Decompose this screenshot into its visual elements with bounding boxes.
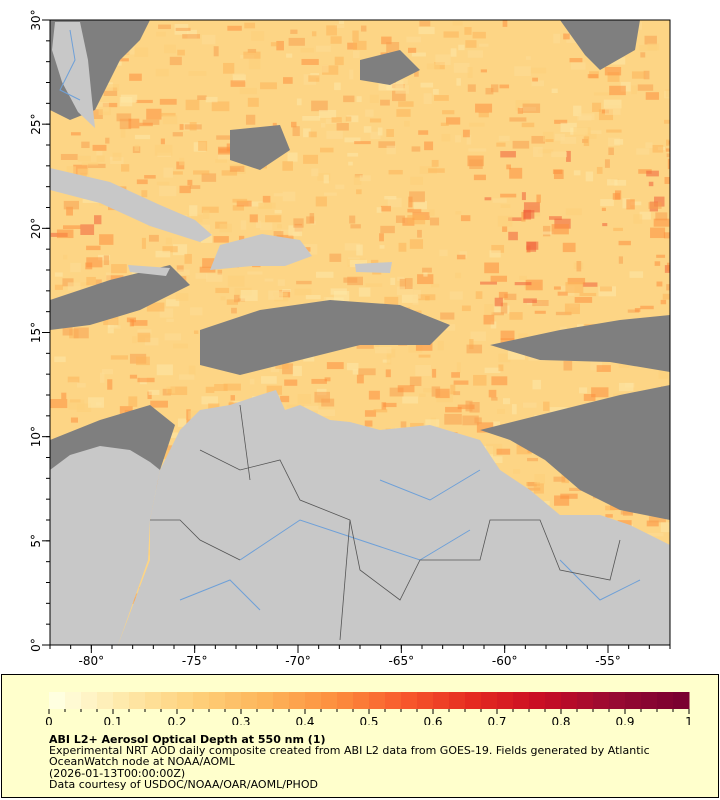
colorbar-segment xyxy=(81,692,98,709)
florida xyxy=(52,22,95,128)
legend-description: Experimental NRT AOD daily composite cre… xyxy=(49,744,650,757)
colorbar-segment xyxy=(193,692,210,709)
colorbar-segment xyxy=(609,692,626,709)
colorbar-label: 0.5 xyxy=(359,715,378,725)
colorbar-segment xyxy=(497,692,514,709)
legend-description-cont: OceanWatch node at NOAA/AOML xyxy=(49,755,235,768)
colorbar-segment xyxy=(625,692,642,709)
colorbar-segment xyxy=(209,692,226,709)
colorbar-segment xyxy=(673,692,690,709)
colorbar-segment xyxy=(321,692,338,709)
colorbar-segment xyxy=(257,692,274,709)
colorbar-segment xyxy=(433,692,450,709)
country-border xyxy=(239,404,251,481)
no-data-area xyxy=(490,315,670,372)
colorbar-segment xyxy=(305,692,322,709)
x-tick-label: -75° xyxy=(182,654,208,668)
colorbar-segment xyxy=(273,692,290,709)
colorbar-segment xyxy=(145,692,162,709)
colorbar-segment xyxy=(177,692,194,709)
y-tick-label: 30° xyxy=(29,9,43,30)
colorbar-segment xyxy=(241,692,258,709)
puerto-rico xyxy=(355,262,392,273)
colorbar-segment xyxy=(65,692,82,709)
colorbar-segment xyxy=(417,692,434,709)
x-tick-label: -70° xyxy=(285,654,311,668)
colorbar-segment xyxy=(385,692,402,709)
colorbar: 0 0.1 0.2 0.3 0.4 0.5 0.6 0.7 0.8 0.9 1 xyxy=(45,692,693,725)
colorbar-label: 0.6 xyxy=(423,715,442,725)
central-america xyxy=(50,446,160,645)
colorbar-label: 0.3 xyxy=(231,715,250,725)
colorbar-segment xyxy=(529,692,546,709)
colorbar-label: 0.1 xyxy=(103,715,122,725)
no-data-area xyxy=(230,125,290,170)
colorbar-segment xyxy=(545,692,562,709)
river xyxy=(59,29,81,101)
colorbar-segment xyxy=(401,692,418,709)
jamaica xyxy=(128,265,170,276)
colorbar-label: 0.9 xyxy=(615,715,634,725)
y-tick-label: 0° xyxy=(29,638,43,652)
colorbar-segment xyxy=(513,692,530,709)
colorbar-segment xyxy=(561,692,578,709)
colorbar-segment xyxy=(465,692,482,709)
colorbar-segment xyxy=(129,692,146,709)
colorbar-segment xyxy=(113,692,130,709)
colorbar-segment xyxy=(449,692,466,709)
river xyxy=(559,559,641,601)
south-america xyxy=(118,390,670,645)
no-data-area xyxy=(560,20,640,70)
legend-credit: Data courtesy of USDOC/NOAA/OAR/AOML/PHO… xyxy=(49,778,318,791)
x-tick-label: -60° xyxy=(492,654,518,668)
y-tick-label: 25° xyxy=(29,114,43,135)
colorbar-segment xyxy=(49,692,66,709)
country-border xyxy=(339,519,351,641)
colorbar-segment xyxy=(353,692,370,709)
no-data-area xyxy=(480,385,670,520)
colorbar-segment xyxy=(225,692,242,709)
legend-time: (2026-01-13T00:00:00Z) xyxy=(49,767,186,780)
colorbar-segment xyxy=(289,692,306,709)
river xyxy=(379,469,481,501)
colorbar-segment xyxy=(481,692,498,709)
aod-map: -80° -75° -70° -65° -60° -55° 0° 5° 10° 15° 20° 25°… xyxy=(29,9,671,668)
y-tick-label: 10° xyxy=(29,426,43,447)
colorbar-segment xyxy=(593,692,610,709)
no-data-area xyxy=(200,300,450,375)
colorbar-label: 0.2 xyxy=(167,715,186,725)
colorbar-label: 0.7 xyxy=(487,715,506,725)
hispaniola xyxy=(210,234,312,270)
no-data-area xyxy=(50,265,190,330)
x-tick-label: -55° xyxy=(595,654,621,668)
legend-panel: 0 0.1 0.2 0.3 0.4 0.5 0.6 0.7 0.8 0.9 1 ABI L2+ Ae… xyxy=(1,674,719,798)
colorbar-segment xyxy=(641,692,658,709)
x-tick-label: -80° xyxy=(79,654,105,668)
land-areas xyxy=(50,22,670,645)
colorbar-segment xyxy=(369,692,386,709)
y-tick-label: 15° xyxy=(29,322,43,343)
axes: -80° -75° -70° -65° -60° -55° 0° 5° 10° 15° 20° 25°… xyxy=(29,9,671,668)
colorbar-segment xyxy=(97,692,114,709)
no-data-area xyxy=(360,50,420,85)
river xyxy=(239,519,471,561)
country-border xyxy=(150,519,241,561)
river xyxy=(179,579,261,611)
colorbar-label: 1 xyxy=(685,715,693,725)
colorbar-label: 0.8 xyxy=(551,715,570,725)
colorbar-label: 0.4 xyxy=(295,715,314,725)
y-tick-label: 20° xyxy=(29,218,43,239)
y-tick-label: 5° xyxy=(29,534,43,548)
colorbar-segment xyxy=(577,692,594,709)
country-border xyxy=(199,449,621,601)
colorbar-segment xyxy=(657,692,674,709)
cuba xyxy=(50,168,212,242)
legend-title: ABI L2+ Aerosol Optical Depth at 550 nm … xyxy=(49,733,326,746)
x-tick-label: -65° xyxy=(389,654,415,668)
colorbar-label: 0 xyxy=(45,715,53,725)
colorbar-segment xyxy=(337,692,354,709)
colorbar-segment xyxy=(161,692,178,709)
